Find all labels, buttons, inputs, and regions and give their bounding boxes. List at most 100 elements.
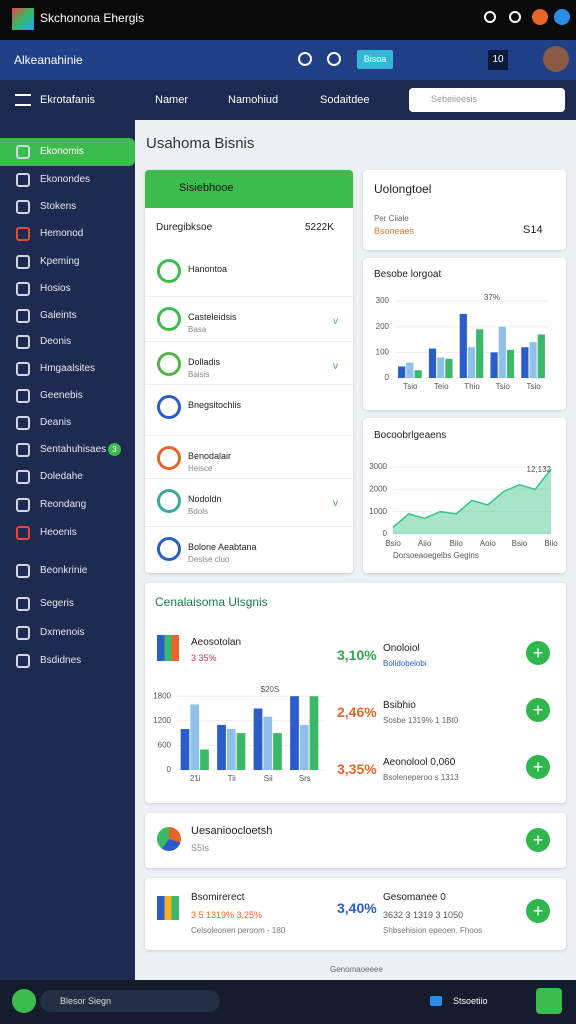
icon xyxy=(157,896,179,920)
sidebar-item[interactable]: Doledahe xyxy=(0,463,135,491)
search-box[interactable]: Sebeiieesis xyxy=(409,88,565,112)
sidebar-label: Galeints xyxy=(40,310,77,321)
sidebar-item[interactable]: Hosios xyxy=(0,275,135,303)
sidebar-item[interactable]: Reondang xyxy=(0,491,135,519)
sidebar-icon xyxy=(16,470,30,484)
x-tick-label: Bsio xyxy=(385,539,401,548)
nav-link[interactable]: Namer xyxy=(155,94,189,106)
x-tick-label: Bsio xyxy=(512,539,528,548)
y-tick-label: 1800 xyxy=(153,691,171,700)
card3: Uesanioocloetsh S5Is + xyxy=(145,813,566,868)
card4-foot2: Shbsehision epeoen. Fhoos xyxy=(383,926,483,935)
item-label: Bsibhio xyxy=(383,700,416,711)
bar xyxy=(226,729,236,770)
item-title: Benodalair xyxy=(188,451,232,461)
y-tick-label: 1000 xyxy=(369,507,387,516)
card4-title: Bsomirerect xyxy=(191,892,245,903)
divider xyxy=(145,296,353,297)
header-title: Alkeanahinie xyxy=(14,53,83,67)
sidebar-icon xyxy=(16,200,30,214)
notif-icon[interactable] xyxy=(532,9,548,25)
card4-foot: Celsoleonen peroom - 180 xyxy=(191,926,286,935)
sidebar-item[interactable]: Heoenis xyxy=(0,519,135,547)
area-chart-card: Bocoobrlgeaens 0 1000 2000 3000 Bsio Aiio Biio… xyxy=(363,418,566,573)
bar xyxy=(437,357,445,378)
divider xyxy=(145,478,353,479)
action-button[interactable] xyxy=(536,988,562,1014)
sidebar-label: Ekonomis xyxy=(40,146,84,157)
add-button[interactable]: + xyxy=(526,899,550,923)
search-icon[interactable] xyxy=(484,11,496,23)
sidebar-item[interactable]: Hemonod xyxy=(0,220,135,248)
card4-value: 3,40% xyxy=(337,900,377,916)
sidebar-label: Beonkrinie xyxy=(40,565,88,576)
sidebar-item[interactable]: Segeris xyxy=(0,590,135,618)
chart-title: Besobe lorgoat xyxy=(374,269,442,280)
bar xyxy=(290,696,299,770)
menu-icon[interactable] xyxy=(15,94,31,106)
bar xyxy=(445,358,453,378)
sidebar-item[interactable]: Ekonomis xyxy=(0,138,135,166)
x-tick-label: Tsio xyxy=(496,382,511,391)
summary-value: 5222K xyxy=(305,222,334,233)
stat-card: Uolongtoel Per Ciiale Bsoneaes S14 xyxy=(363,170,566,250)
bar xyxy=(273,733,282,770)
sidebar-item[interactable]: Hmgaalsites xyxy=(0,355,135,383)
clock-icon[interactable] xyxy=(509,11,521,23)
sidebar-label: Stokens xyxy=(40,201,77,212)
add-button[interactable]: + xyxy=(526,755,550,779)
add-button[interactable]: + xyxy=(526,698,550,722)
chevron[interactable]: v xyxy=(333,316,338,327)
sidebar-item[interactable]: Dxmenois xyxy=(0,619,135,647)
x-tick-label: Tii xyxy=(228,774,236,783)
bottom-link[interactable]: Stsoetiio xyxy=(453,996,488,1006)
section2-card: Cenalaisoma Ulsgnis Aeosotolan 3 35% 0 60… xyxy=(145,583,566,803)
card4-sub: 3 5 1319% 3,25% xyxy=(191,910,263,920)
item-sub: Baisis xyxy=(188,370,210,379)
icon[interactable] xyxy=(298,52,312,66)
assistant-icon[interactable] xyxy=(12,989,36,1013)
header-button[interactable]: Bisoa xyxy=(357,50,393,69)
x-tick-label: Biio xyxy=(544,539,558,548)
add-button[interactable]: + xyxy=(526,641,550,665)
bar xyxy=(263,716,273,770)
info-icon[interactable] xyxy=(554,9,570,25)
card4-sub2: 3632 3 1319 3 1050 xyxy=(383,910,464,920)
stat-title: Uolongtoel xyxy=(374,182,432,196)
y-tick-label: 100 xyxy=(376,347,390,356)
sidebar-label: Ekonondes xyxy=(40,174,91,185)
sidebar-item[interactable]: Galeints xyxy=(0,302,135,330)
sidebar-item[interactable]: Sentahuhisaes 3 xyxy=(0,436,135,464)
y-tick-label: 1200 xyxy=(153,716,171,725)
sidebar-item[interactable]: Stokens xyxy=(0,193,135,221)
bar xyxy=(459,313,467,378)
bar xyxy=(529,342,537,378)
sidebar-item[interactable]: Ekonondes xyxy=(0,166,135,194)
icon[interactable] xyxy=(327,52,341,66)
top-bar: Skchonona Ehergis xyxy=(0,0,576,40)
sidebar-icon xyxy=(16,654,30,668)
bar xyxy=(521,347,529,378)
avatar[interactable] xyxy=(543,46,569,72)
bottom-search[interactable]: Blesor Siegn xyxy=(40,990,220,1012)
chevron[interactable]: v xyxy=(333,498,338,509)
sidebar-item[interactable]: Kpeming xyxy=(0,248,135,276)
sidebar-item[interactable]: Deonis xyxy=(0,328,135,356)
sidebar-item[interactable]: Deanis xyxy=(0,409,135,437)
sidebar-icon xyxy=(16,227,30,241)
nav-link[interactable]: Namohiud xyxy=(228,94,279,106)
bar xyxy=(414,370,422,378)
chevron[interactable]: v xyxy=(333,361,338,372)
sidebar-item[interactable]: Beonkrinie xyxy=(0,557,135,585)
sidebar-item[interactable]: Geenebis xyxy=(0,382,135,410)
head-label: Aeosotolan xyxy=(191,637,242,648)
add-button[interactable]: + xyxy=(526,828,550,852)
nav-link[interactable]: Sodaitdee xyxy=(320,94,370,106)
x-tick-label: Srs xyxy=(299,774,311,783)
sidebar-label: Hosios xyxy=(40,283,71,294)
count-badge[interactable]: 10 xyxy=(488,50,508,70)
card3-sub: S5Is xyxy=(191,843,210,853)
x-tick-label: Thio xyxy=(464,382,480,391)
sidebar-item[interactable]: Bsdidnes xyxy=(0,647,135,675)
sidebar-label: Bsdidnes xyxy=(40,655,82,666)
